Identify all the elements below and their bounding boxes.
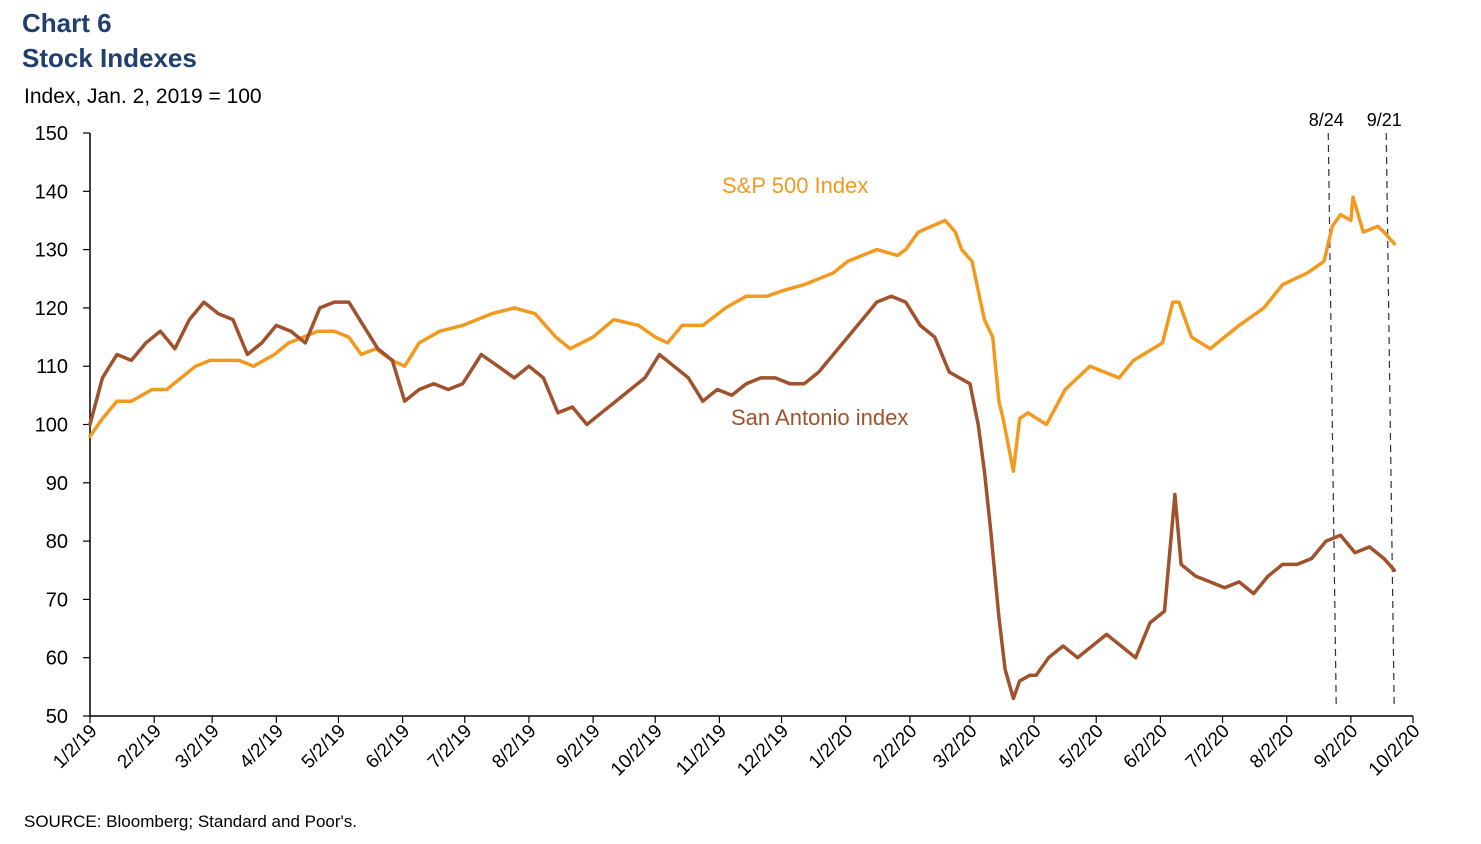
x-tick-label: 2/2/20 [869,721,921,773]
x-tick-label: 10/2/19 [607,721,667,781]
x-tick-label: 4/2/19 [236,721,288,773]
x-tick-label: 7/2/20 [1182,721,1234,773]
chart-axes: 50 60 70 80 90 100 110 120 130 140 150 1/2/19 2/2/19… [35,123,1425,780]
x-tick-label: 8/2/19 [488,721,540,773]
x-tick-label: 5/2/19 [298,721,350,773]
series-line [88,294,1397,701]
y-tick-label: 150 [35,123,68,145]
y-tick-label: 130 [35,240,68,262]
y-tick-label: 90 [46,473,68,495]
x-tick-label: 6/2/19 [362,721,414,773]
annotation-label: 9/21 [1367,110,1402,130]
x-tick-label: 10/2/20 [1365,721,1425,781]
annotation-line [1385,132,1395,709]
y-axis-unit-label: Index, Jan. 2, 2019 = 100 [24,85,262,108]
x-tick-label: 9/2/19 [552,721,604,773]
x-tick-label: 11/2/19 [672,721,731,780]
series-label-sp500: S&P 500 Index [722,173,868,198]
y-tick-label: 60 [46,648,68,670]
x-tick-label: 2/2/19 [114,721,166,773]
y-tick-label: 100 [35,415,68,437]
x-tick-label: 7/2/19 [424,721,476,773]
x-tick-label: 3/2/19 [171,721,223,773]
series-label-san-antonio: San Antonio index [731,405,908,430]
x-tick-label: 4/2/20 [993,721,1045,773]
source-note: SOURCE: Bloomberg; Standard and Poor's. [24,812,358,831]
y-tick-label: 70 [46,589,68,611]
x-tick-label: 3/2/20 [929,721,981,773]
y-tick-label: 50 [46,706,68,728]
y-tick-label: 80 [46,531,68,553]
chart-series: S&P 500 Index San Antonio index [88,173,1397,701]
x-tick-label: 6/2/20 [1120,721,1172,773]
x-tick-label: 9/2/20 [1310,721,1362,773]
annotation-label: 8/24 [1309,110,1344,130]
x-tick-label: 1/2/19 [49,721,101,773]
y-tick-label: 140 [35,181,68,203]
chart-annotations: 8/24 9/21 [1309,110,1402,709]
series-line [88,195,1397,473]
x-tick-label: 5/2/20 [1056,721,1108,773]
x-tick-label: 8/2/20 [1246,721,1298,773]
y-tick-label: 110 [36,356,68,378]
x-tick-label: 1/2/20 [805,721,857,773]
x-tick-label: 12/2/19 [733,721,793,781]
annotation-line [1327,132,1337,709]
chart-number: Chart 6 [22,8,112,38]
chart-title: Stock Indexes [22,43,197,73]
y-tick-label: 120 [35,298,68,320]
